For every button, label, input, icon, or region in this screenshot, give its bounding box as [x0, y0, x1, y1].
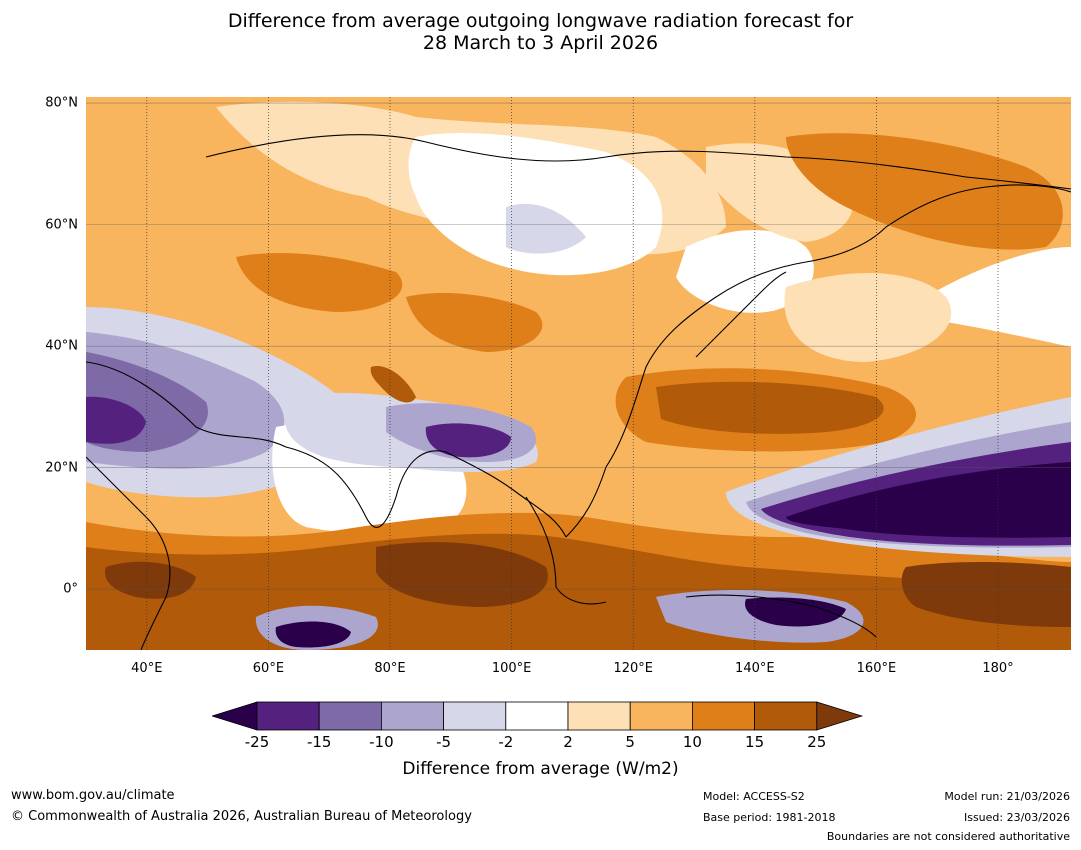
coastline-east-asia: [565, 184, 1071, 538]
footer-copyright: © Commonwealth of Australia 2026, Austra…: [11, 809, 472, 824]
latitude-label: 80°N: [45, 95, 78, 111]
coastline-arabia-india: [86, 361, 567, 538]
colorbar-segment: [380, 701, 444, 731]
colorbar-segment: [691, 701, 755, 731]
chart-title: Difference from average outgoing longwav…: [0, 10, 1081, 54]
coastlines: [86, 134, 1071, 650]
region-brown-west-pacific: [901, 562, 1071, 627]
footer-issued: Issued: 23/03/2026: [963, 811, 1070, 824]
region-dark-orange-himalaya: [370, 366, 416, 403]
footer-url[interactable]: www.bom.gov.au/climate: [11, 788, 175, 803]
region-orange-mongolia: [406, 292, 543, 352]
colorbar-segment: [505, 701, 569, 731]
colorbar-segments: [212, 701, 864, 731]
colorbar-extend-low: [212, 701, 258, 731]
coastline-new-guinea: [685, 594, 877, 638]
footer-model-run: Model run: 21/03/2026: [944, 790, 1070, 803]
colorbar-segment: [629, 701, 693, 731]
colorbar-tick-label: -25: [244, 733, 270, 751]
colorbar-tick-label: -5: [436, 733, 452, 751]
region-brown-indian-ocean: [376, 542, 548, 607]
colorbar-tick-label: 25: [807, 733, 827, 751]
colorbar-segment: [318, 701, 382, 731]
region-dark-purple-arabia: [86, 396, 146, 444]
latitude-label: 0°: [63, 581, 78, 597]
longitude-label: 160°E: [856, 661, 897, 676]
footer-model: Model: ACCESS-S2: [703, 790, 805, 803]
region-lavender-siberia: [506, 203, 586, 254]
region-orange-central-asia: [236, 252, 403, 312]
longitude-label: 60°E: [252, 661, 285, 676]
region-dark-purple-indian-ocean-south: [275, 621, 351, 648]
colorbar: [212, 701, 864, 731]
region-dark-orange-nw-pacific: [656, 381, 884, 434]
colorbar-tick-label: 5: [625, 733, 635, 751]
region-dark-purple-new-guinea: [745, 597, 846, 627]
longitude-label: 40°E: [131, 661, 163, 676]
coastline-southeast-asia: [525, 496, 607, 605]
colorbar-title: Difference from average (W/m2): [402, 759, 679, 779]
region-light-orange-north-pacific: [784, 273, 952, 362]
region-brown-arabian-sea: [105, 561, 196, 599]
region-white-central-siberia: [408, 132, 663, 276]
colorbar-tick-label: -15: [306, 733, 332, 751]
colorbar-tick-label: -2: [498, 733, 514, 751]
colorbar-segment: [754, 701, 818, 731]
colorbar-segment: [256, 701, 320, 731]
footer-base-period: Base period: 1981-2018: [703, 811, 836, 824]
colorbar-segment: [567, 701, 631, 731]
longitude-label: 80°E: [374, 661, 406, 676]
longitude-label: 140°E: [735, 661, 775, 676]
region-darkest-purple-pacific-band: [786, 462, 1071, 538]
colorbar-extend-high: [816, 701, 864, 731]
longitude-label: 120°E: [613, 661, 653, 676]
region-dark-purple-bengal: [425, 423, 511, 458]
colorbar-segment: [443, 701, 507, 731]
region-white-far-east: [676, 230, 814, 313]
olr-anomaly-map: [86, 97, 1071, 650]
longitude-label: 100°E: [491, 661, 532, 676]
colorbar-tick-label: 10: [682, 733, 702, 751]
title-line-2: 28 March to 3 April 2026: [422, 32, 659, 54]
colorbar-tick-label: -10: [369, 733, 394, 751]
colorbar-tick-label: 2: [563, 733, 573, 751]
title-line-1: Difference from average outgoing longwav…: [227, 10, 854, 32]
latitude-label: 60°N: [45, 217, 78, 233]
latitude-label: 20°N: [45, 460, 78, 476]
footer-disclaimer: Boundaries are not considered authoritat…: [826, 830, 1070, 843]
colorbar-tick-label: 15: [745, 733, 765, 751]
coastline-arctic: [205, 134, 1071, 190]
region-white-north-pacific: [926, 247, 1071, 347]
coastline-africa: [86, 456, 171, 650]
longitude-label: 180°: [982, 661, 1014, 676]
latitude-label: 40°N: [45, 338, 78, 354]
coastline-japan: [695, 271, 787, 358]
gridlines: [86, 97, 1071, 650]
